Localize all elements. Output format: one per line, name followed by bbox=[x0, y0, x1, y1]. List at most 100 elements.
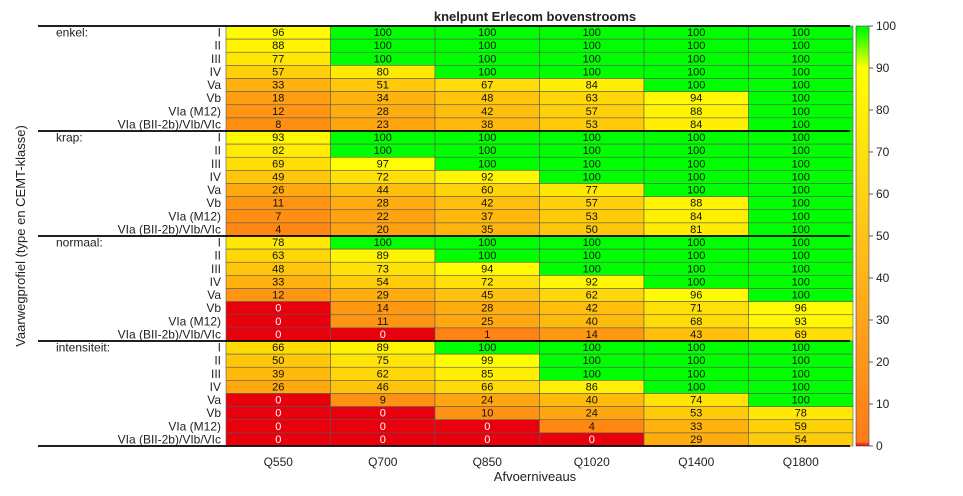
cell-value-label: 33 bbox=[272, 276, 284, 288]
cell-value-label: 100 bbox=[583, 158, 601, 170]
cell-value-label: 100 bbox=[687, 276, 705, 288]
cell-value-label: 100 bbox=[792, 53, 810, 65]
group-label-0: enkel: bbox=[56, 26, 88, 40]
group-labels: enkel: krap: normaal: intensiteit: bbox=[56, 26, 110, 355]
cell-value-label: 0 bbox=[275, 316, 281, 328]
cell-value-label: 100 bbox=[478, 158, 496, 170]
cell-value-label: 100 bbox=[792, 381, 810, 393]
colorbar bbox=[855, 25, 870, 447]
cell-value-label: 9 bbox=[380, 395, 386, 407]
cell-value-label: 100 bbox=[792, 224, 810, 236]
cell-value-label: 12 bbox=[272, 290, 284, 302]
cell-value-label: 28 bbox=[481, 303, 493, 315]
row-label: I bbox=[218, 26, 221, 40]
row-label: IV bbox=[210, 275, 221, 289]
row-label: VIa (BII-2b)/VIb/VIc bbox=[118, 117, 221, 131]
cell-value-label: 71 bbox=[690, 303, 702, 315]
cell-value-label: 39 bbox=[272, 368, 284, 380]
group-label-1: krap: bbox=[56, 131, 83, 145]
cell-value-label: 100 bbox=[792, 395, 810, 407]
cell-value-label: 100 bbox=[478, 66, 496, 78]
cell-value-label: 54 bbox=[795, 434, 807, 446]
cell-value-label: 100 bbox=[583, 263, 601, 275]
cell-value-label: 0 bbox=[275, 408, 281, 420]
cell-value-label: 62 bbox=[586, 290, 598, 302]
cell-value-label: 100 bbox=[583, 66, 601, 78]
cell-value-label: 100 bbox=[792, 132, 810, 144]
row-label: VIa (BII-2b)/VIb/VIc bbox=[118, 222, 221, 236]
cell-value-label: 100 bbox=[687, 355, 705, 367]
cell-value-label: 100 bbox=[792, 158, 810, 170]
cell-value-label: 99 bbox=[481, 355, 493, 367]
cell-value-label: 63 bbox=[272, 250, 284, 262]
row-label: II bbox=[214, 39, 221, 53]
cell-value-label: 0 bbox=[275, 303, 281, 315]
cell-value-label: 72 bbox=[481, 276, 493, 288]
cell-value-label: 100 bbox=[687, 171, 705, 183]
cell-value-label: 33 bbox=[272, 80, 284, 92]
cell-value-label: 92 bbox=[586, 276, 598, 288]
row-label: VIa (M12) bbox=[168, 104, 221, 118]
cell-value-label: 100 bbox=[792, 80, 810, 92]
cell-value-label: 23 bbox=[377, 119, 389, 131]
cell-value-label: 51 bbox=[377, 80, 389, 92]
cell-value-label: 22 bbox=[377, 211, 389, 223]
row-label: VIa (M12) bbox=[168, 419, 221, 433]
row-label: VIa (BII-2b)/VIb/VIc bbox=[118, 327, 221, 341]
cell-value-label: 100 bbox=[792, 198, 810, 210]
cell-value-label: 10 bbox=[481, 408, 493, 420]
cell-value-label: 100 bbox=[792, 237, 810, 249]
row-label: II bbox=[214, 249, 221, 263]
cell-value-label: 0 bbox=[380, 408, 386, 420]
cell-value-label: 100 bbox=[792, 106, 810, 118]
colorbar-ticks: 0 10 20 30 40 50 60 70 80 90 100 bbox=[869, 19, 896, 453]
row-label: Vb bbox=[206, 196, 221, 210]
group-label-2: normaal: bbox=[56, 236, 103, 250]
cell-value-label: 4 bbox=[589, 421, 595, 433]
x-tick-label: Q1800 bbox=[783, 455, 819, 469]
row-label: III bbox=[211, 262, 221, 276]
cell-value-label: 12 bbox=[272, 106, 284, 118]
cell-value-label: 14 bbox=[586, 329, 598, 341]
cell-value-label: 48 bbox=[272, 263, 284, 275]
cell-value-label: 89 bbox=[377, 250, 389, 262]
cell-value-label: 100 bbox=[374, 40, 392, 52]
cell-value-label: 96 bbox=[690, 290, 702, 302]
cell-value-label: 100 bbox=[478, 342, 496, 354]
row-label: VIa (M12) bbox=[168, 314, 221, 328]
cell-value-label: 96 bbox=[795, 303, 807, 315]
cell-value-label: 89 bbox=[377, 342, 389, 354]
cell-value-label: 18 bbox=[272, 93, 284, 105]
cell-value-label: 20 bbox=[377, 224, 389, 236]
cell-value-label: 0 bbox=[275, 395, 281, 407]
cell-value-label: 43 bbox=[690, 329, 702, 341]
cell-value-label: 42 bbox=[586, 303, 598, 315]
cell-value-label: 100 bbox=[687, 381, 705, 393]
cell-value-label: 100 bbox=[478, 132, 496, 144]
cell-value-label: 26 bbox=[272, 381, 284, 393]
cell-value-label: 100 bbox=[792, 368, 810, 380]
cell-value-label: 96 bbox=[272, 27, 284, 39]
row-label: I bbox=[218, 236, 221, 250]
cell-value-label: 100 bbox=[687, 66, 705, 78]
cell-value-label: 100 bbox=[583, 250, 601, 262]
cell-value-label: 100 bbox=[792, 171, 810, 183]
cell-value-label: 1 bbox=[484, 329, 490, 341]
cell-value-label: 100 bbox=[687, 185, 705, 197]
cell-value-label: 73 bbox=[377, 263, 389, 275]
cell-value-label: 100 bbox=[583, 27, 601, 39]
row-label: I bbox=[218, 131, 221, 145]
cell-value-label: 42 bbox=[481, 106, 493, 118]
cell-value-label: 14 bbox=[377, 303, 389, 315]
cell-value-label: 53 bbox=[690, 408, 702, 420]
colorbar-tick-label: 90 bbox=[876, 61, 890, 75]
cell-value-label: 100 bbox=[374, 237, 392, 249]
cell-value-label: 0 bbox=[275, 434, 281, 446]
cell-value-label: 42 bbox=[481, 198, 493, 210]
cell-value-label: 59 bbox=[795, 421, 807, 433]
cell-value-label: 72 bbox=[377, 171, 389, 183]
group-label-3: intensiteit: bbox=[56, 341, 110, 355]
x-tick-label: Q550 bbox=[264, 455, 294, 469]
